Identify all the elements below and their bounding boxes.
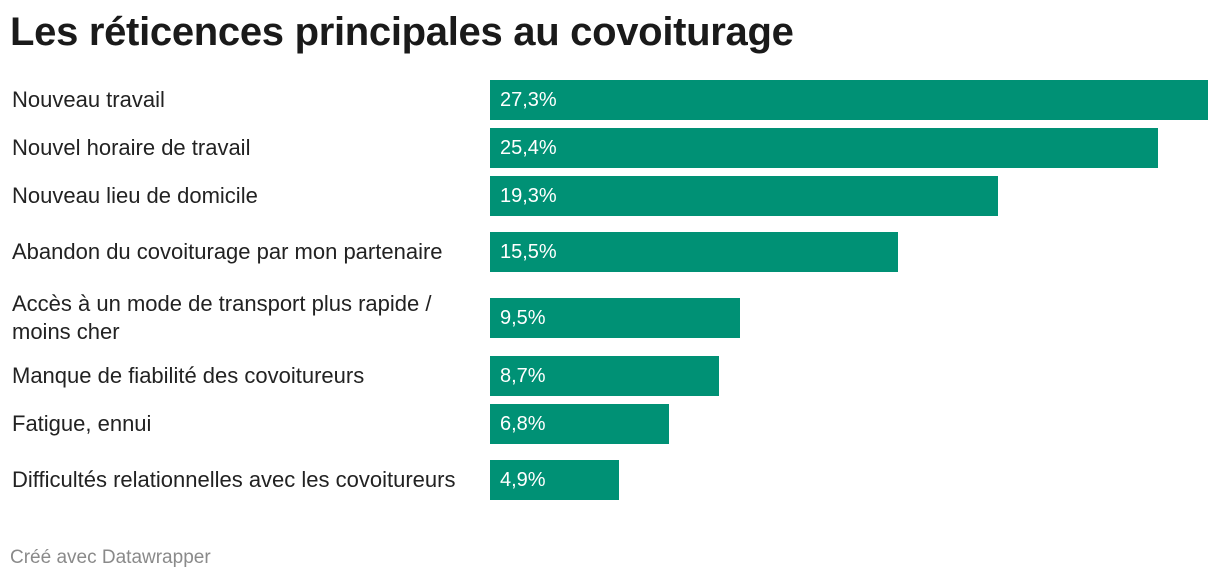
bar <box>490 232 898 272</box>
bar <box>490 298 740 338</box>
bar-value-label: 4,9% <box>500 469 546 491</box>
bar <box>490 80 1208 120</box>
chart-title: Les réticences principales au covoiturag… <box>10 10 794 54</box>
bar-value-label: 25,4% <box>500 137 557 159</box>
category-label: Fatigue, ennui <box>12 411 152 436</box>
bar-value-label: 9,5% <box>500 307 546 329</box>
category-label: Nouveau travail <box>12 87 165 112</box>
category-label: Abandon du covoiturage par mon partenair… <box>12 239 443 264</box>
category-label: Nouveau lieu de domicile <box>12 183 258 208</box>
bar-value-label: 27,3% <box>500 89 557 111</box>
bar-value-label: 6,8% <box>500 413 546 435</box>
bar <box>490 128 1158 168</box>
bar <box>490 460 619 500</box>
bar-value-label: 8,7% <box>500 365 546 387</box>
bar-value-label: 19,3% <box>500 185 557 207</box>
bar <box>490 356 719 396</box>
category-label: Difficultés relationnelles avec les covo… <box>12 467 456 492</box>
category-label: Nouvel horaire de travail <box>12 135 251 160</box>
bar-value-label: 15,5% <box>500 241 557 263</box>
footer-credit: Créé avec Datawrapper <box>10 547 211 568</box>
category-label: Accès à un mode de transport plus rapide… <box>12 291 432 344</box>
bar <box>490 404 669 444</box>
bar <box>490 176 998 216</box>
category-label: Manque de fiabilité des covoitureurs <box>12 363 365 388</box>
